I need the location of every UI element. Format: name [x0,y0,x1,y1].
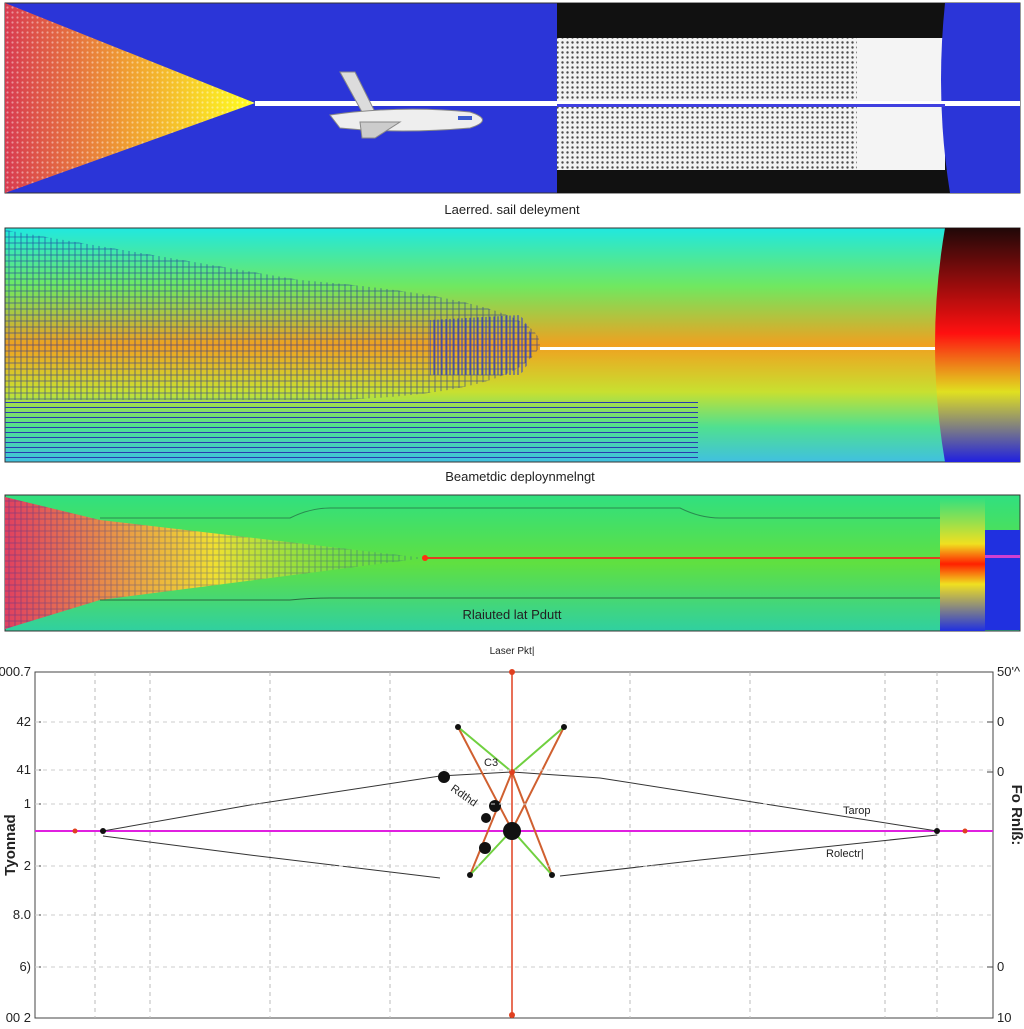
y-tick-label: 2 [24,858,31,873]
annotation: Rolectr| [826,848,864,860]
y-tick-label: 42 [17,714,31,729]
y2-axis-label: Fo Rnlß: [1008,785,1024,846]
plot-title: Laser Pkt| [490,646,535,657]
y2-tick-label: 0 [997,959,1004,974]
y-tick-label: 00 2 [6,1010,31,1024]
y-tick-label: 000.7 [0,664,31,679]
panel-caption: Laerred. sail deleyment [444,202,580,217]
airplane [329,71,483,139]
y-tick-label: 8.0 [13,907,31,922]
panel-sail: Laerred. sail deleyment [4,2,1021,217]
panel-result: Rlaiuted lat Pdutt [4,494,1021,632]
y2-tick-label: 50'^ [997,664,1021,679]
annotation: C3 [484,757,498,769]
panel-caption: Beametdic deploynmelngt [445,469,595,484]
y2-tick-label: 10 [997,1010,1011,1024]
annotation: Tarop [843,805,871,817]
panel-caption: Rlaiuted lat Pdutt [462,607,561,622]
laser-plot: Laser Pkt| Tyonnad Fo Rnlß: 000.7 42 41 1 2 8… [0,646,1024,1025]
y-tick-label: 1 [24,796,31,811]
y2-tick-label: 0 [997,764,1004,779]
y-tick-label: 41 [17,762,31,777]
y-axis-label: Tyonnad [2,814,19,875]
panel-beam: Beametdic deploynmelngt [4,227,1021,484]
y-tick-label: 6) [19,959,31,974]
y2-tick-label: 0 [997,714,1004,729]
